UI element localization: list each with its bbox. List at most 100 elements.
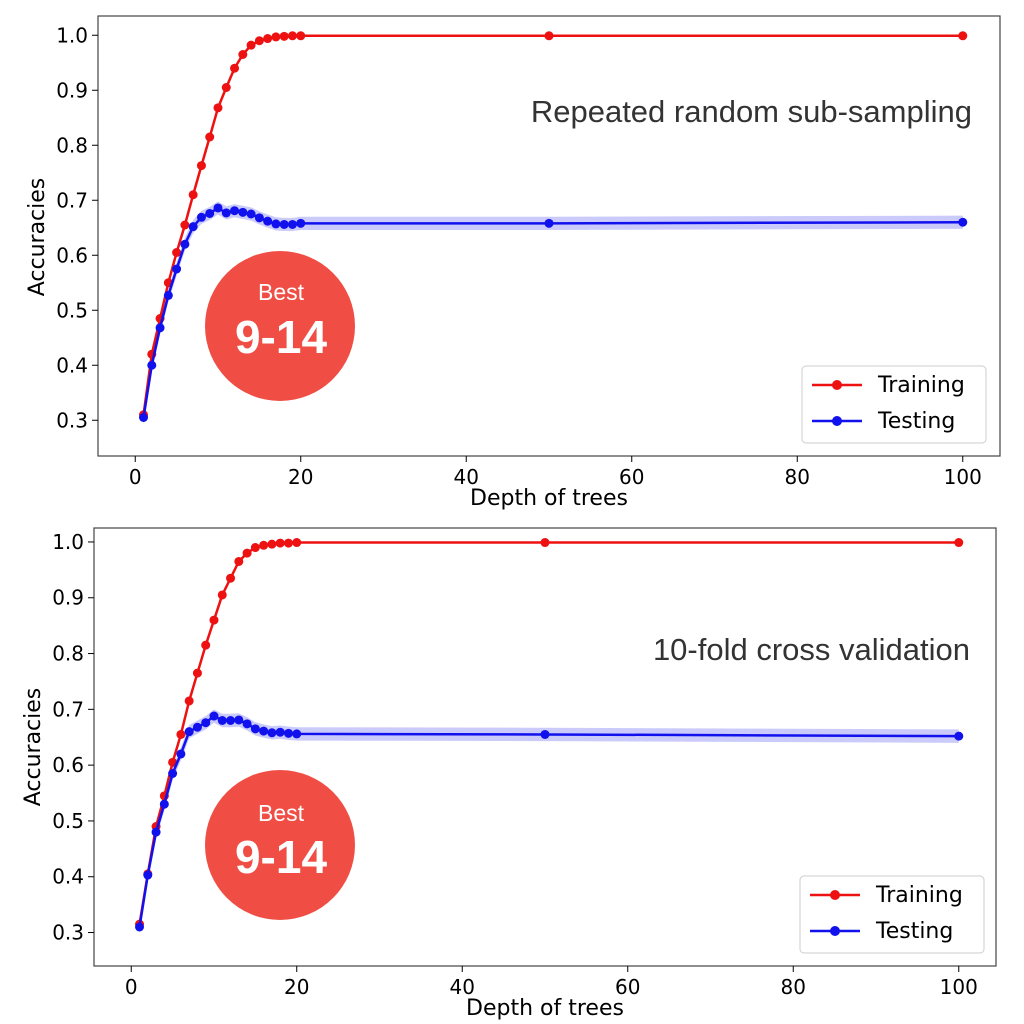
bottom-training-point xyxy=(540,538,550,548)
bottom-y-tick-label: 0.8 xyxy=(52,642,84,666)
top-y-axis-label: Accuracies xyxy=(25,178,50,297)
top-x-axis-label: Depth of trees xyxy=(470,486,628,511)
top-training-point xyxy=(271,32,281,42)
bottom-training-point xyxy=(184,696,194,706)
top-y-tick-label: 0.3 xyxy=(56,408,88,432)
top-x-tick-label: 0 xyxy=(129,465,142,489)
top-training-point xyxy=(196,161,206,171)
top-training-point xyxy=(188,190,198,200)
bottom-testing-point xyxy=(292,729,302,739)
top-y-tick-label: 0.6 xyxy=(56,243,88,267)
bottom-testing-point xyxy=(275,727,285,737)
bottom-x-tick-label: 40 xyxy=(450,975,475,999)
top-best-badge-circle xyxy=(205,251,355,401)
top-testing-point xyxy=(205,208,215,218)
bottom-y-tick-label: 0.4 xyxy=(52,865,84,889)
bottom-y-tick-label: 0.7 xyxy=(52,697,84,721)
bottom-training-point xyxy=(168,757,178,767)
top-testing-point xyxy=(188,222,198,232)
bottom-x-tick-label: 80 xyxy=(781,975,806,999)
bottom-legend-testing-label: Testing xyxy=(875,919,953,944)
bottom-testing-point xyxy=(159,799,169,809)
top-x-tick-label: 60 xyxy=(619,465,644,489)
bottom-x-tick-label: 60 xyxy=(615,975,640,999)
bottom-testing-point xyxy=(184,727,194,737)
top-y-tick-label: 0.7 xyxy=(56,188,88,212)
top-chart-annotation: Repeated random sub-sampling xyxy=(531,94,972,129)
top-testing-point xyxy=(163,290,173,300)
top-testing-point xyxy=(958,217,968,227)
bottom-training-point xyxy=(292,538,302,548)
top-legend: Training Testing xyxy=(801,365,987,444)
top-testing-point xyxy=(172,264,182,274)
top-training-point xyxy=(279,31,289,41)
top-training-point xyxy=(958,31,968,41)
bottom-x-tick-label: 20 xyxy=(284,975,309,999)
bottom-testing-point xyxy=(954,731,964,741)
bottom-chart-panel: 0 20 40 60 80 100 0.3 0.4 0.5 0.6 0.7 0.8 0.9 1.0 10-… xyxy=(21,527,997,1021)
bottom-x-tick-label: 100 xyxy=(940,975,978,999)
top-training-point xyxy=(287,31,297,41)
top-legend-testing-marker xyxy=(832,416,842,426)
top-testing-point xyxy=(238,207,248,217)
bottom-testing-point xyxy=(192,722,202,732)
bottom-testing-point xyxy=(217,715,227,725)
bottom-testing-confidence-band xyxy=(139,709,959,934)
bottom-testing-point xyxy=(168,769,178,779)
top-training-point xyxy=(213,103,223,113)
top-x-tick-label: 40 xyxy=(454,465,479,489)
bottom-y-tick-label: 1.0 xyxy=(52,530,84,554)
bottom-testing-point xyxy=(234,715,244,725)
top-best-badge-label: Best xyxy=(258,279,305,305)
bottom-legend: Training Testing xyxy=(799,875,985,954)
top-x-tick-label: 100 xyxy=(944,465,982,489)
bottom-testing-point xyxy=(267,728,277,738)
top-testing-point xyxy=(254,213,264,223)
top-training-point xyxy=(230,63,240,73)
bottom-training-point xyxy=(234,556,244,566)
top-best-badge: Best 9-14 xyxy=(205,251,355,401)
bottom-testing-point xyxy=(540,729,550,739)
top-legend-training-marker xyxy=(832,380,842,390)
bottom-legend-training-label: Training xyxy=(875,883,963,908)
top-y-tick-label: 0.4 xyxy=(56,353,88,377)
top-chart-marks xyxy=(139,31,968,425)
top-training-point xyxy=(296,31,306,41)
bottom-chart-annotation: 10-fold cross validation xyxy=(653,632,970,667)
top-testing-point xyxy=(221,208,231,218)
bottom-testing-point xyxy=(226,715,236,725)
top-testing-point xyxy=(246,209,256,219)
bottom-testing-point xyxy=(176,749,186,759)
top-testing-point xyxy=(213,203,223,213)
top-testing-point xyxy=(155,323,165,333)
bottom-legend-training-marker xyxy=(830,890,840,900)
top-training-point xyxy=(180,220,190,230)
top-x-tick-label: 80 xyxy=(785,465,810,489)
bottom-y-tick-label: 0.9 xyxy=(52,586,84,610)
bottom-chart-marks xyxy=(135,538,964,934)
top-testing-point xyxy=(279,219,289,229)
bottom-training-point xyxy=(275,538,285,548)
top-training-point xyxy=(172,248,182,257)
bottom-training-point xyxy=(242,548,252,558)
top-testing-point xyxy=(147,360,157,370)
bottom-training-point xyxy=(176,729,186,739)
bottom-best-badge-circle xyxy=(205,770,355,920)
bottom-best-badge: Best 9-14 xyxy=(205,770,355,920)
top-x-tick-label: 20 xyxy=(288,465,313,489)
bottom-testing-point xyxy=(151,827,161,837)
bottom-testing-point xyxy=(250,724,260,734)
top-training-point xyxy=(221,83,231,92)
top-training-point xyxy=(246,40,256,50)
top-y-tick-label: 1.0 xyxy=(56,23,88,47)
bottom-testing-point xyxy=(259,726,269,736)
top-y-tick-label: 0.8 xyxy=(56,133,88,157)
bottom-training-point xyxy=(954,538,964,548)
bottom-y-tick-label: 0.5 xyxy=(52,809,84,833)
bottom-testing-point xyxy=(201,718,211,728)
top-testing-point xyxy=(196,212,206,222)
bottom-training-point xyxy=(217,590,227,600)
top-y-tick-label: 0.9 xyxy=(56,78,88,102)
top-testing-point xyxy=(263,216,273,226)
bottom-training-point xyxy=(259,540,269,550)
